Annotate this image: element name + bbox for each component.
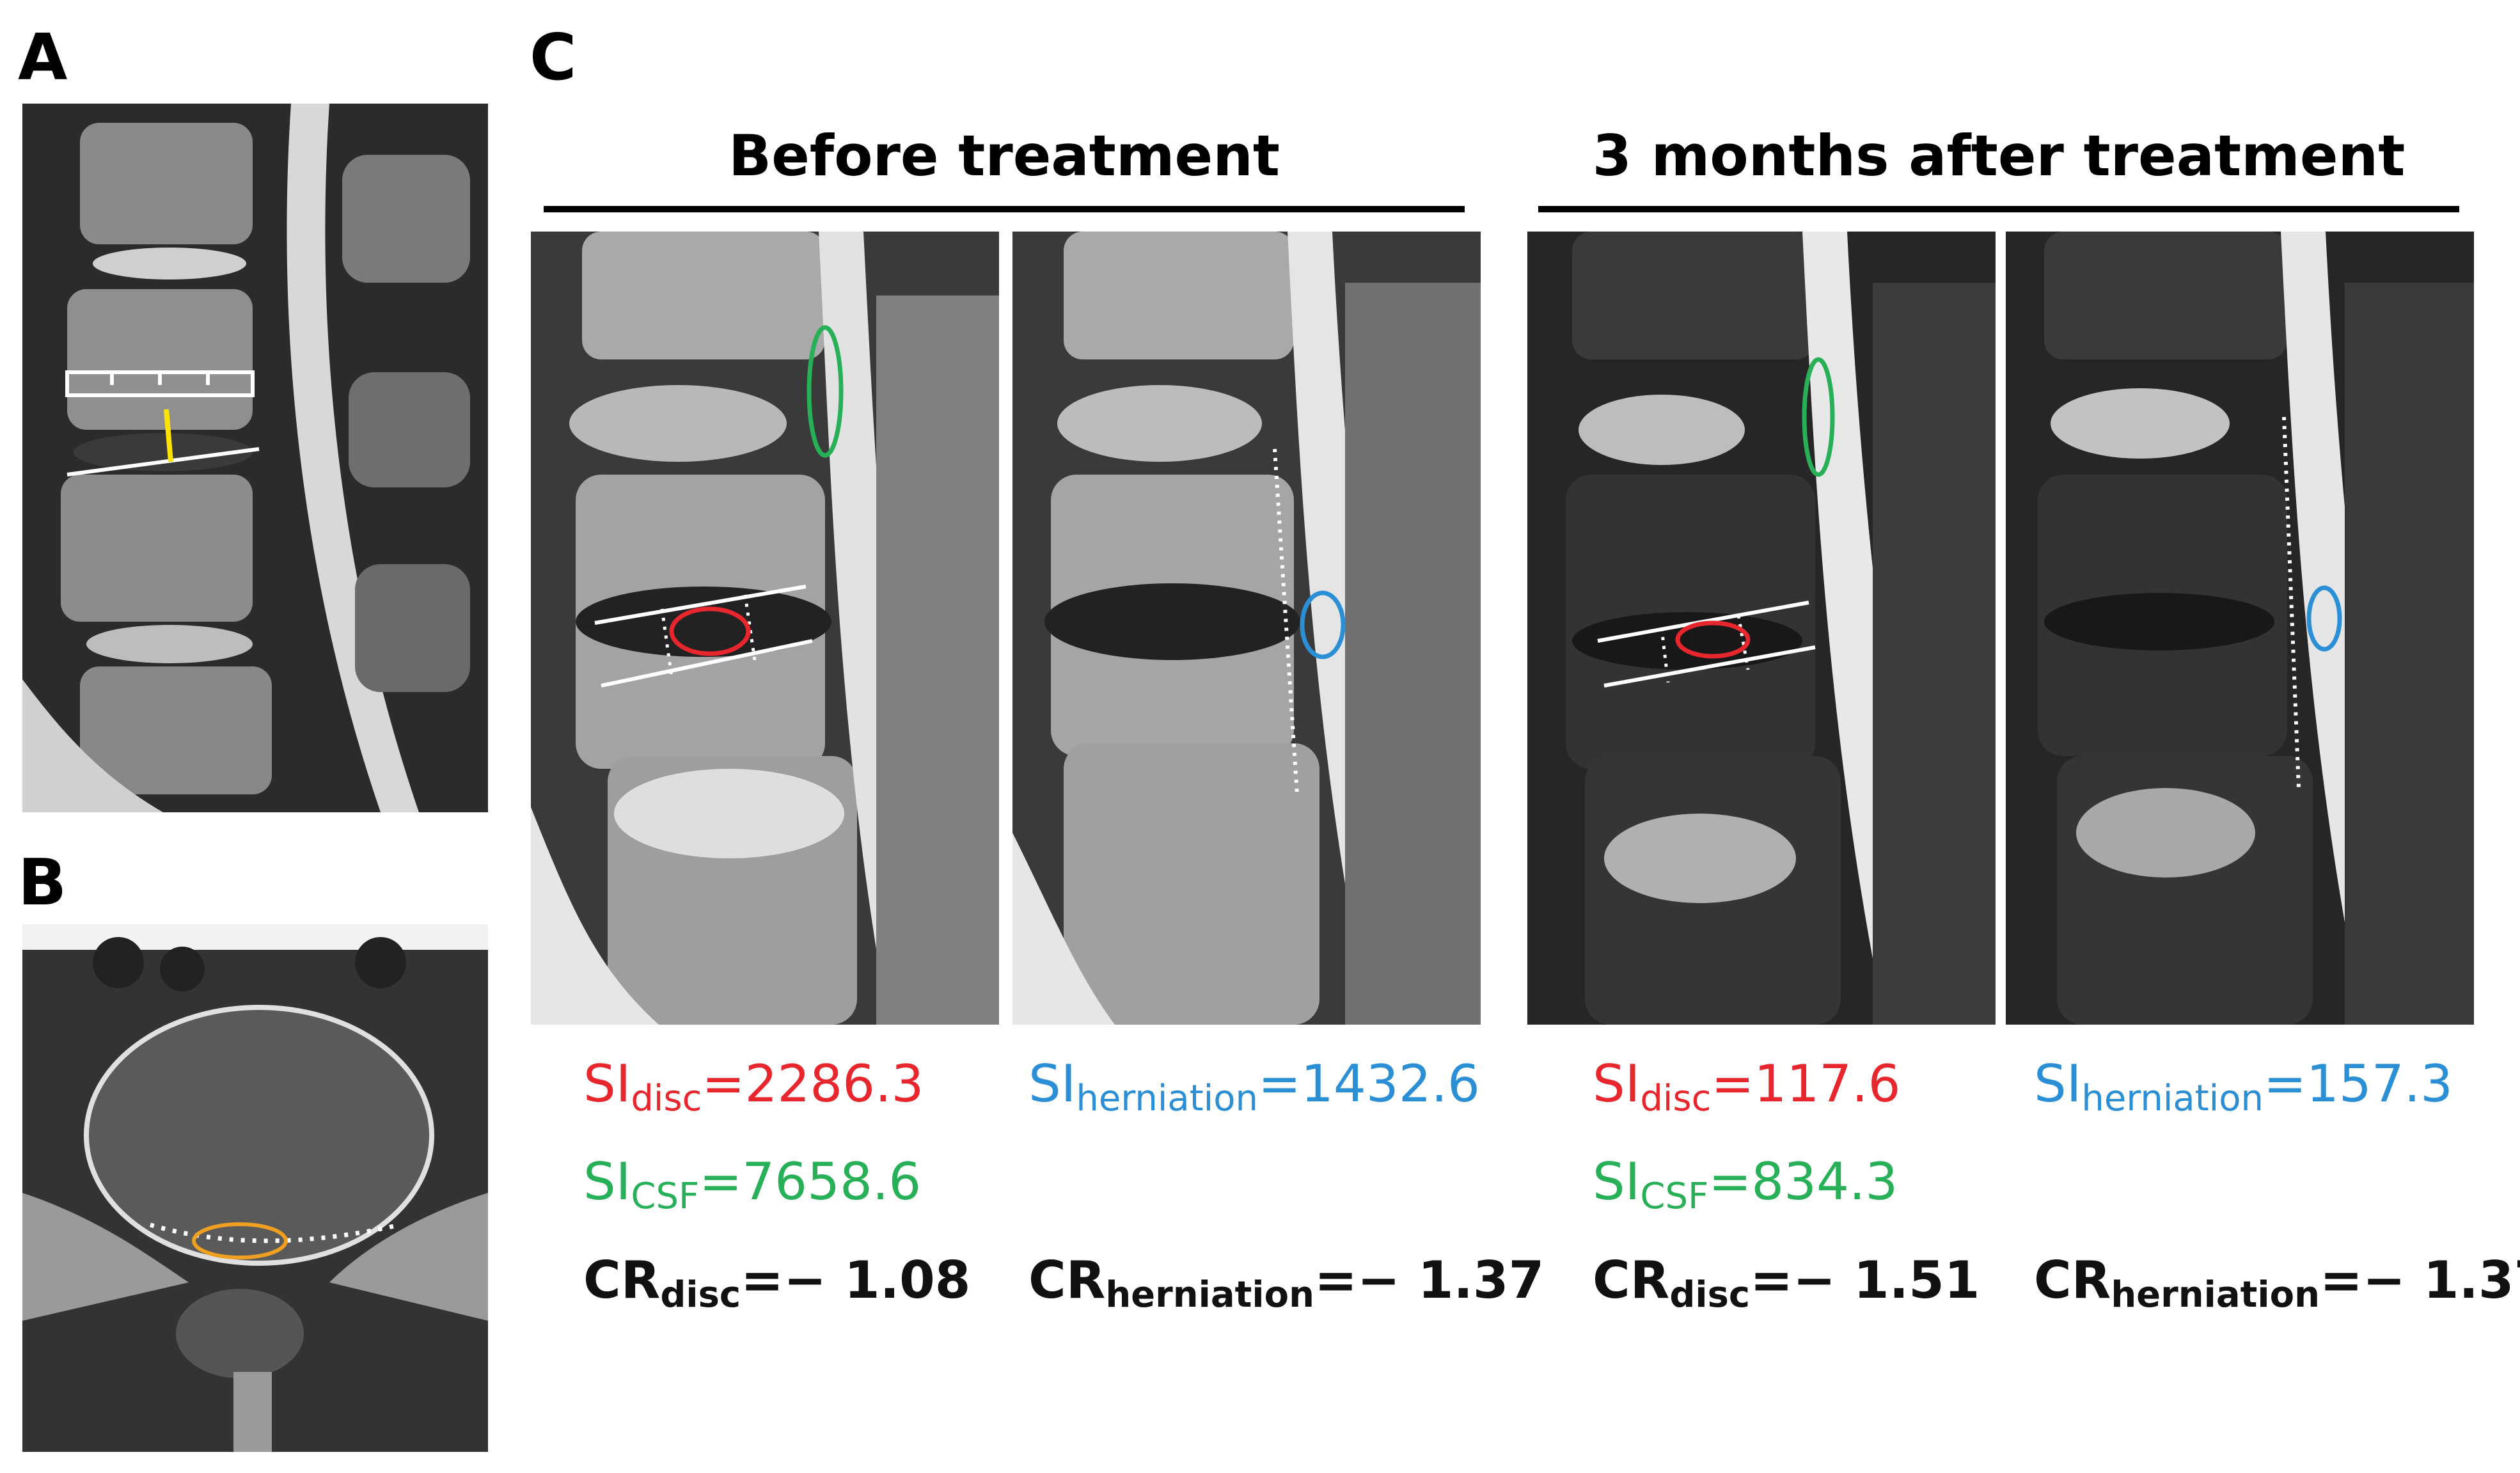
section-divider-after <box>1538 206 2459 212</box>
cr-disc-after: CRdisc=− 1.51 <box>1593 1250 1980 1316</box>
si-disc-before: SIdisc=2286.3 <box>583 1054 924 1119</box>
mri-sagittal-panel-a <box>22 104 488 812</box>
si-herniation-before: SIherniation=1432.6 <box>1028 1054 1480 1119</box>
si-herniation-after: SIherniation=157.3 <box>2034 1054 2453 1119</box>
si-csf-before: SICSF=7658.6 <box>583 1152 922 1217</box>
cr-herniation-after: CRherniation=− 1.37 <box>2034 1250 2520 1316</box>
section-title-before: Before treatment <box>728 123 1280 189</box>
mri-axial-panel-b <box>22 924 488 1452</box>
panel-label-c: C <box>530 20 577 95</box>
mri-before-disc <box>531 232 999 1025</box>
panel-label-a: A <box>18 20 68 95</box>
panel-label-b: B <box>18 845 67 920</box>
si-csf-after: SICSF=834.3 <box>1593 1152 1898 1217</box>
cr-herniation-before: CRherniation=− 1.37 <box>1028 1250 1545 1316</box>
mri-after-herniation <box>2006 232 2474 1025</box>
cr-disc-before: CRdisc=− 1.08 <box>583 1250 971 1316</box>
section-divider-before <box>544 206 1465 212</box>
section-title-after: 3 months after treatment <box>1592 123 2406 189</box>
si-disc-after: SIdisc=117.6 <box>1593 1054 1901 1119</box>
mri-before-herniation <box>1012 232 1481 1025</box>
mri-after-disc <box>1527 232 1996 1025</box>
